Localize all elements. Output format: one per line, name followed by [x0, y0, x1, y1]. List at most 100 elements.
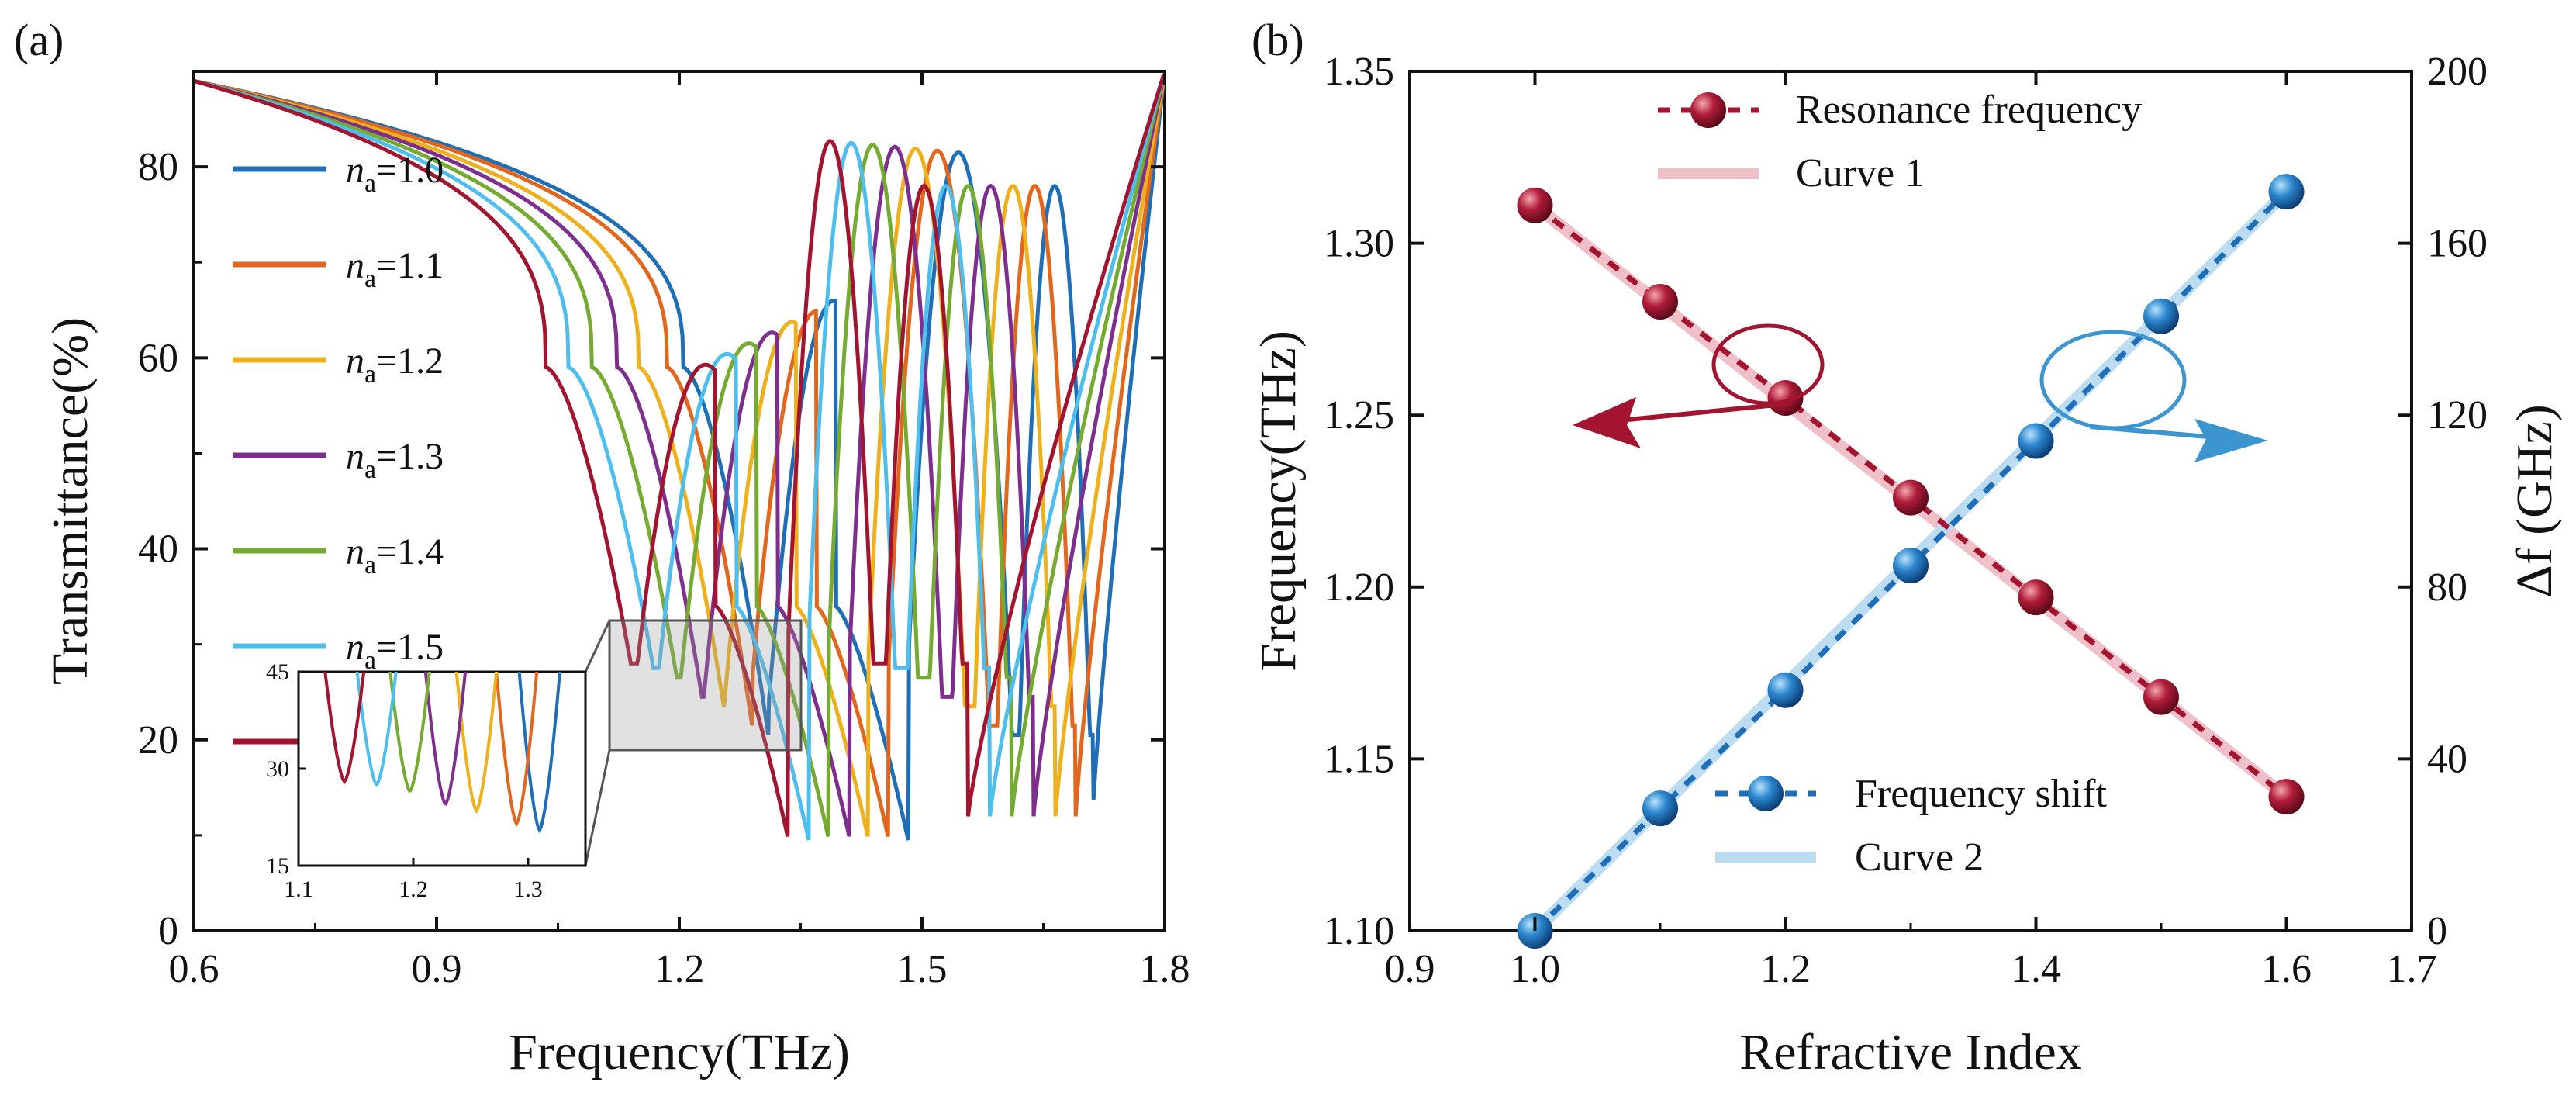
legend-marker	[1690, 92, 1726, 128]
legend-symbol: n	[346, 436, 364, 477]
legend-value: =1.2	[376, 341, 444, 382]
legend-symbol: n	[346, 531, 364, 572]
transmittance-line	[194, 74, 1165, 841]
y-left-tick-label: 1.30	[1324, 222, 1394, 266]
legend-marker	[1748, 776, 1784, 811]
shift-point	[1767, 672, 1804, 708]
shift-point	[1893, 548, 1929, 584]
legend-label-curve-2: Curve 2	[1855, 835, 1984, 880]
x-tick-label: 0.6	[169, 947, 219, 991]
left-axis-arrow-shaft	[1597, 401, 1792, 425]
y-left-tick-label: 1.20	[1324, 565, 1394, 610]
y-right-tick-label: 200	[2427, 50, 2488, 94]
y-left-tick-label: 1.25	[1324, 393, 1394, 437]
x-tick-label: 0.9	[1385, 947, 1435, 991]
legend-value: =1.0	[376, 150, 444, 191]
y-left-tick-label: 1.35	[1324, 50, 1394, 94]
legend-symbol: n	[346, 245, 364, 286]
legend-value: =1.4	[376, 531, 444, 572]
panel-a-series-group	[194, 74, 1165, 841]
y-right-tick-label: 40	[2427, 737, 2467, 781]
zoom-connector	[584, 749, 611, 866]
resonance-point	[1642, 283, 1678, 320]
legend-entry: na=1.1	[346, 245, 444, 293]
panel-b-label: (b)	[1252, 15, 1304, 65]
inset-x-tick-label: 1.2	[399, 877, 428, 902]
y-tick-label: 80	[138, 145, 178, 189]
resonance-point	[1517, 187, 1553, 223]
y-right-tick-label: 120	[2427, 393, 2488, 437]
legend-subscript: a	[364, 455, 376, 484]
legend-subscript: a	[364, 169, 376, 198]
legend-value: =1.5	[376, 627, 444, 668]
legend-subscript: a	[364, 360, 376, 389]
shift-point	[2268, 174, 2305, 210]
transmittance-line	[194, 74, 1165, 837]
left-axis-arrowhead	[1573, 397, 1641, 448]
inset-line	[517, 672, 561, 834]
y-left-tick-label: 1.10	[1324, 909, 1394, 953]
x-tick-label: 1.0	[1510, 947, 1560, 991]
transmittance-line	[194, 74, 1165, 837]
transmittance-line	[194, 74, 1165, 837]
x-tick-label: 1.2	[654, 947, 705, 991]
legend-label-resonance: Resonance frequency	[1796, 88, 2142, 132]
x-tick-label: 1.2	[1760, 947, 1811, 991]
resonance-point	[2018, 579, 2054, 616]
x-tick-label: 1.4	[2011, 947, 2061, 991]
y-left-tick-label: 1.15	[1324, 737, 1394, 781]
resonance-point	[2268, 779, 2305, 815]
legend-value: =1.3	[376, 436, 444, 477]
y-left-axis-label: Frequency(THz)	[1250, 330, 1307, 672]
inset-y-tick-label: 30	[266, 756, 289, 782]
x-axis-label: Refractive Index	[1739, 1024, 2082, 1081]
x-tick-label: 1.7	[2387, 947, 2437, 991]
legend-subscript: a	[364, 265, 376, 293]
resonance-point	[1893, 479, 1929, 516]
y-right-tick-label: 0	[2427, 909, 2447, 953]
legend-entry: na=1.5	[346, 627, 444, 675]
legend-entry: na=1.3	[346, 436, 444, 484]
right-axis-arrow-shaft	[2089, 424, 2226, 441]
x-tick-label: 0.9	[412, 947, 462, 991]
legend-symbol: n	[346, 627, 364, 668]
legend-entry: na=1.2	[346, 341, 444, 389]
y-tick-label: 60	[138, 336, 178, 380]
y-axis-label: Transmittance(%)	[42, 317, 98, 685]
legend-value: =1.1	[376, 245, 444, 286]
inset-frame	[297, 670, 587, 867]
inset-line	[323, 672, 366, 785]
legend-label-curve-1: Curve 1	[1796, 151, 1925, 195]
y-tick-label: 40	[138, 527, 178, 572]
right-axis-ellipse	[2039, 330, 2187, 430]
legend-subscript: a	[364, 551, 376, 579]
y-right-tick-label: 160	[2427, 222, 2488, 266]
shift-point	[2143, 298, 2179, 334]
x-tick-label: 1.6	[2261, 947, 2312, 991]
legend-entry: na=1.4	[346, 531, 444, 579]
y-tick-label: 20	[138, 718, 178, 762]
legend-label-shift: Frequency shift	[1855, 772, 2107, 816]
x-tick-label: 1.5	[897, 947, 948, 991]
inset-line	[423, 672, 468, 806]
panel-a-label: (a)	[14, 15, 64, 65]
legend-entry: na=1.0	[346, 150, 444, 198]
inset-y-tick-label: 15	[266, 853, 289, 879]
x-axis-label: Frequency(THz)	[509, 1024, 850, 1081]
inset-series-group	[323, 672, 561, 834]
inset-x-tick-label: 1.1	[284, 877, 313, 902]
zoom-connector	[584, 620, 611, 673]
shift-point	[1642, 790, 1678, 827]
resonance-point	[2143, 679, 2179, 715]
y-tick-label: 0	[158, 909, 178, 953]
inset-y-tick-label: 45	[266, 659, 289, 685]
legend-symbol: n	[346, 150, 364, 191]
legend-subscript: a	[364, 646, 376, 675]
shift-point	[2018, 423, 2054, 459]
inset-x-tick-label: 1.3	[513, 877, 543, 902]
x-tick-label: 1.8	[1140, 947, 1190, 991]
y-right-axis-label: Δf (GHz)	[2506, 404, 2563, 598]
y-right-tick-label: 80	[2427, 565, 2467, 610]
right-axis-arrowhead	[2194, 419, 2268, 462]
